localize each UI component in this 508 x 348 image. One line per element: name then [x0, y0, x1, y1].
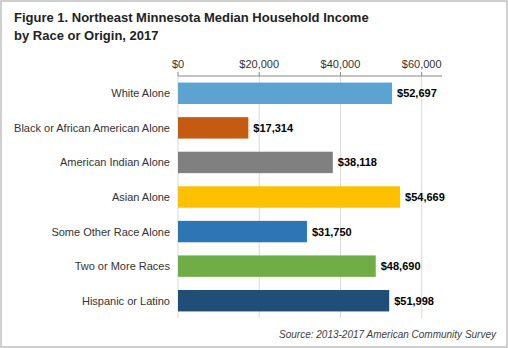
category-label: Asian Alone	[112, 191, 170, 203]
subtitle: by Race or Origin, 2017	[14, 28, 159, 43]
tick-mark	[178, 72, 179, 76]
data-label: $48,690	[381, 260, 421, 272]
x-axis-line	[178, 76, 442, 77]
x-axis: $0 $20,000 $40,000 $60,000	[172, 58, 442, 76]
data-label: $51,998	[394, 295, 434, 307]
bar	[178, 152, 333, 173]
bars	[178, 83, 400, 312]
tick-label: $0	[172, 58, 184, 70]
bar	[178, 255, 376, 276]
frame	[1, 1, 507, 347]
category-label: Two or More Races	[75, 260, 171, 272]
data-label: $38,118	[338, 156, 377, 168]
bar	[178, 117, 248, 138]
data-label: $17,314	[253, 122, 294, 134]
chart: Figure 1. Northeast Minnesota Median Hou…	[0, 0, 508, 348]
labels: Hispanic or Latino $51,998 Two or More Rac…	[14, 87, 445, 306]
tick-mark	[421, 72, 422, 76]
category-label: Some Other Race Alone	[51, 226, 170, 238]
tick-label: $20,000	[239, 58, 279, 70]
tick-mark	[259, 72, 260, 76]
bar	[178, 186, 400, 207]
data-label: $54,669	[405, 191, 445, 203]
data-label: $52,697	[397, 87, 437, 99]
category-label: American Indian Alone	[60, 156, 170, 168]
title: Figure 1. Northeast Minnesota Median Hou…	[14, 10, 369, 25]
category-label: Black or African American Alone	[14, 122, 170, 134]
tick-label: $60,000	[402, 58, 442, 70]
bar	[178, 83, 392, 104]
tick-label: $40,000	[321, 58, 361, 70]
tick-mark	[340, 72, 341, 76]
category-label: Hispanic or Latino	[82, 295, 170, 307]
grid	[178, 76, 422, 318]
bar	[178, 221, 307, 242]
annotation: Source: 2013-2017 American Community Sur…	[279, 329, 497, 340]
category-label: White Alone	[111, 87, 170, 99]
data-label: $31,750	[312, 226, 352, 238]
bar	[178, 290, 389, 311]
